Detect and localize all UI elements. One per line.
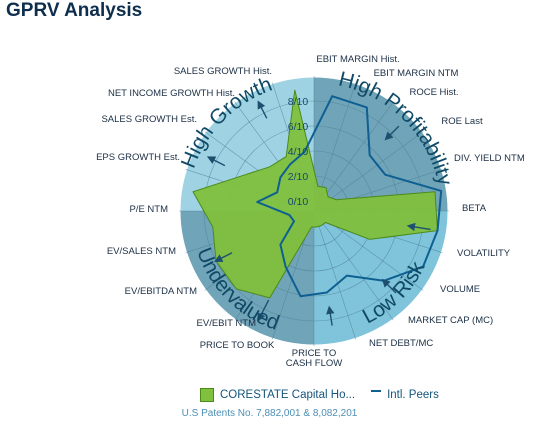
grid-spoke (319, 218, 394, 321)
axis-label: EV/EBITDA NTM (125, 286, 197, 297)
series-corestate-area (192, 89, 439, 299)
legend-label-peers: Intl. Peers (387, 389, 439, 401)
axis-label: EV/EBIT NTM (197, 318, 257, 329)
direction-arrow (206, 156, 226, 167)
axis-label: DIV. YIELD NTM (454, 153, 525, 164)
axis-label: EBIT MARGIN NTM (374, 68, 459, 79)
axis-label: NET INCOME GROWTH Hist. (108, 88, 235, 99)
axis-label: ROCE Hist. (409, 87, 458, 98)
axis-label: MARKET CAP (MC) (408, 315, 493, 326)
patent-footer: U.S Patents No. 7,882,001 & 8,082,201 (181, 408, 358, 419)
tick-label: 0/10 (288, 196, 309, 208)
direction-arrow (406, 222, 431, 232)
grid-spoke (321, 216, 424, 291)
direction-arrow (381, 278, 397, 294)
axis-label: P/E NTM (129, 204, 168, 215)
axis-label: EV/SALES NTM (107, 246, 176, 257)
grid-spoke (321, 131, 424, 206)
axis-label: NET DEBT/MC (369, 338, 433, 349)
tick-label: 6/10 (288, 121, 309, 133)
tick-label: 4/10 (288, 146, 309, 158)
direction-arrow (326, 305, 335, 326)
series-peers-line (256, 95, 443, 298)
grid-spoke (316, 220, 357, 340)
direction-arrow (214, 252, 233, 262)
axis-label: BETA (462, 203, 487, 214)
legend-swatch-corestate (200, 388, 214, 402)
legend-label-corestate: CORESTATE Capital Ho... (220, 389, 356, 401)
direction-arrow (257, 299, 270, 322)
radar-chart: High Profitability Low Risk Undervalued … (96, 54, 525, 369)
legend: CORESTATE Capital Ho... Intl. Peers (200, 388, 439, 402)
axis-label: PRICE TO BOOK (200, 340, 275, 351)
tick-label: 8/10 (288, 96, 309, 108)
axis-label: EPS GROWTH Est. (96, 152, 180, 163)
legend-swatch-peers (371, 390, 382, 392)
tick-label: 2/10 (288, 171, 309, 183)
axis-label: PRICE TO CASH FLOW (286, 348, 343, 369)
sector-high-profitability (314, 76, 449, 211)
direction-arrow (257, 100, 268, 119)
grid-spoke (319, 101, 394, 204)
axis-label: EBIT MARGIN Hist. (316, 54, 399, 65)
axis-label: ROE Last (441, 116, 483, 127)
axis-label: VOLUME (440, 284, 480, 295)
axis-label: VOLATILITY (457, 248, 511, 259)
direction-arrow (384, 125, 400, 141)
sector-low-risk (314, 211, 449, 346)
page-title: GPRV Analysis (6, 0, 143, 21)
axis-label: SALES GROWTH Hist. (174, 66, 272, 77)
axis-label: SALES GROWTH Est. (101, 114, 197, 125)
